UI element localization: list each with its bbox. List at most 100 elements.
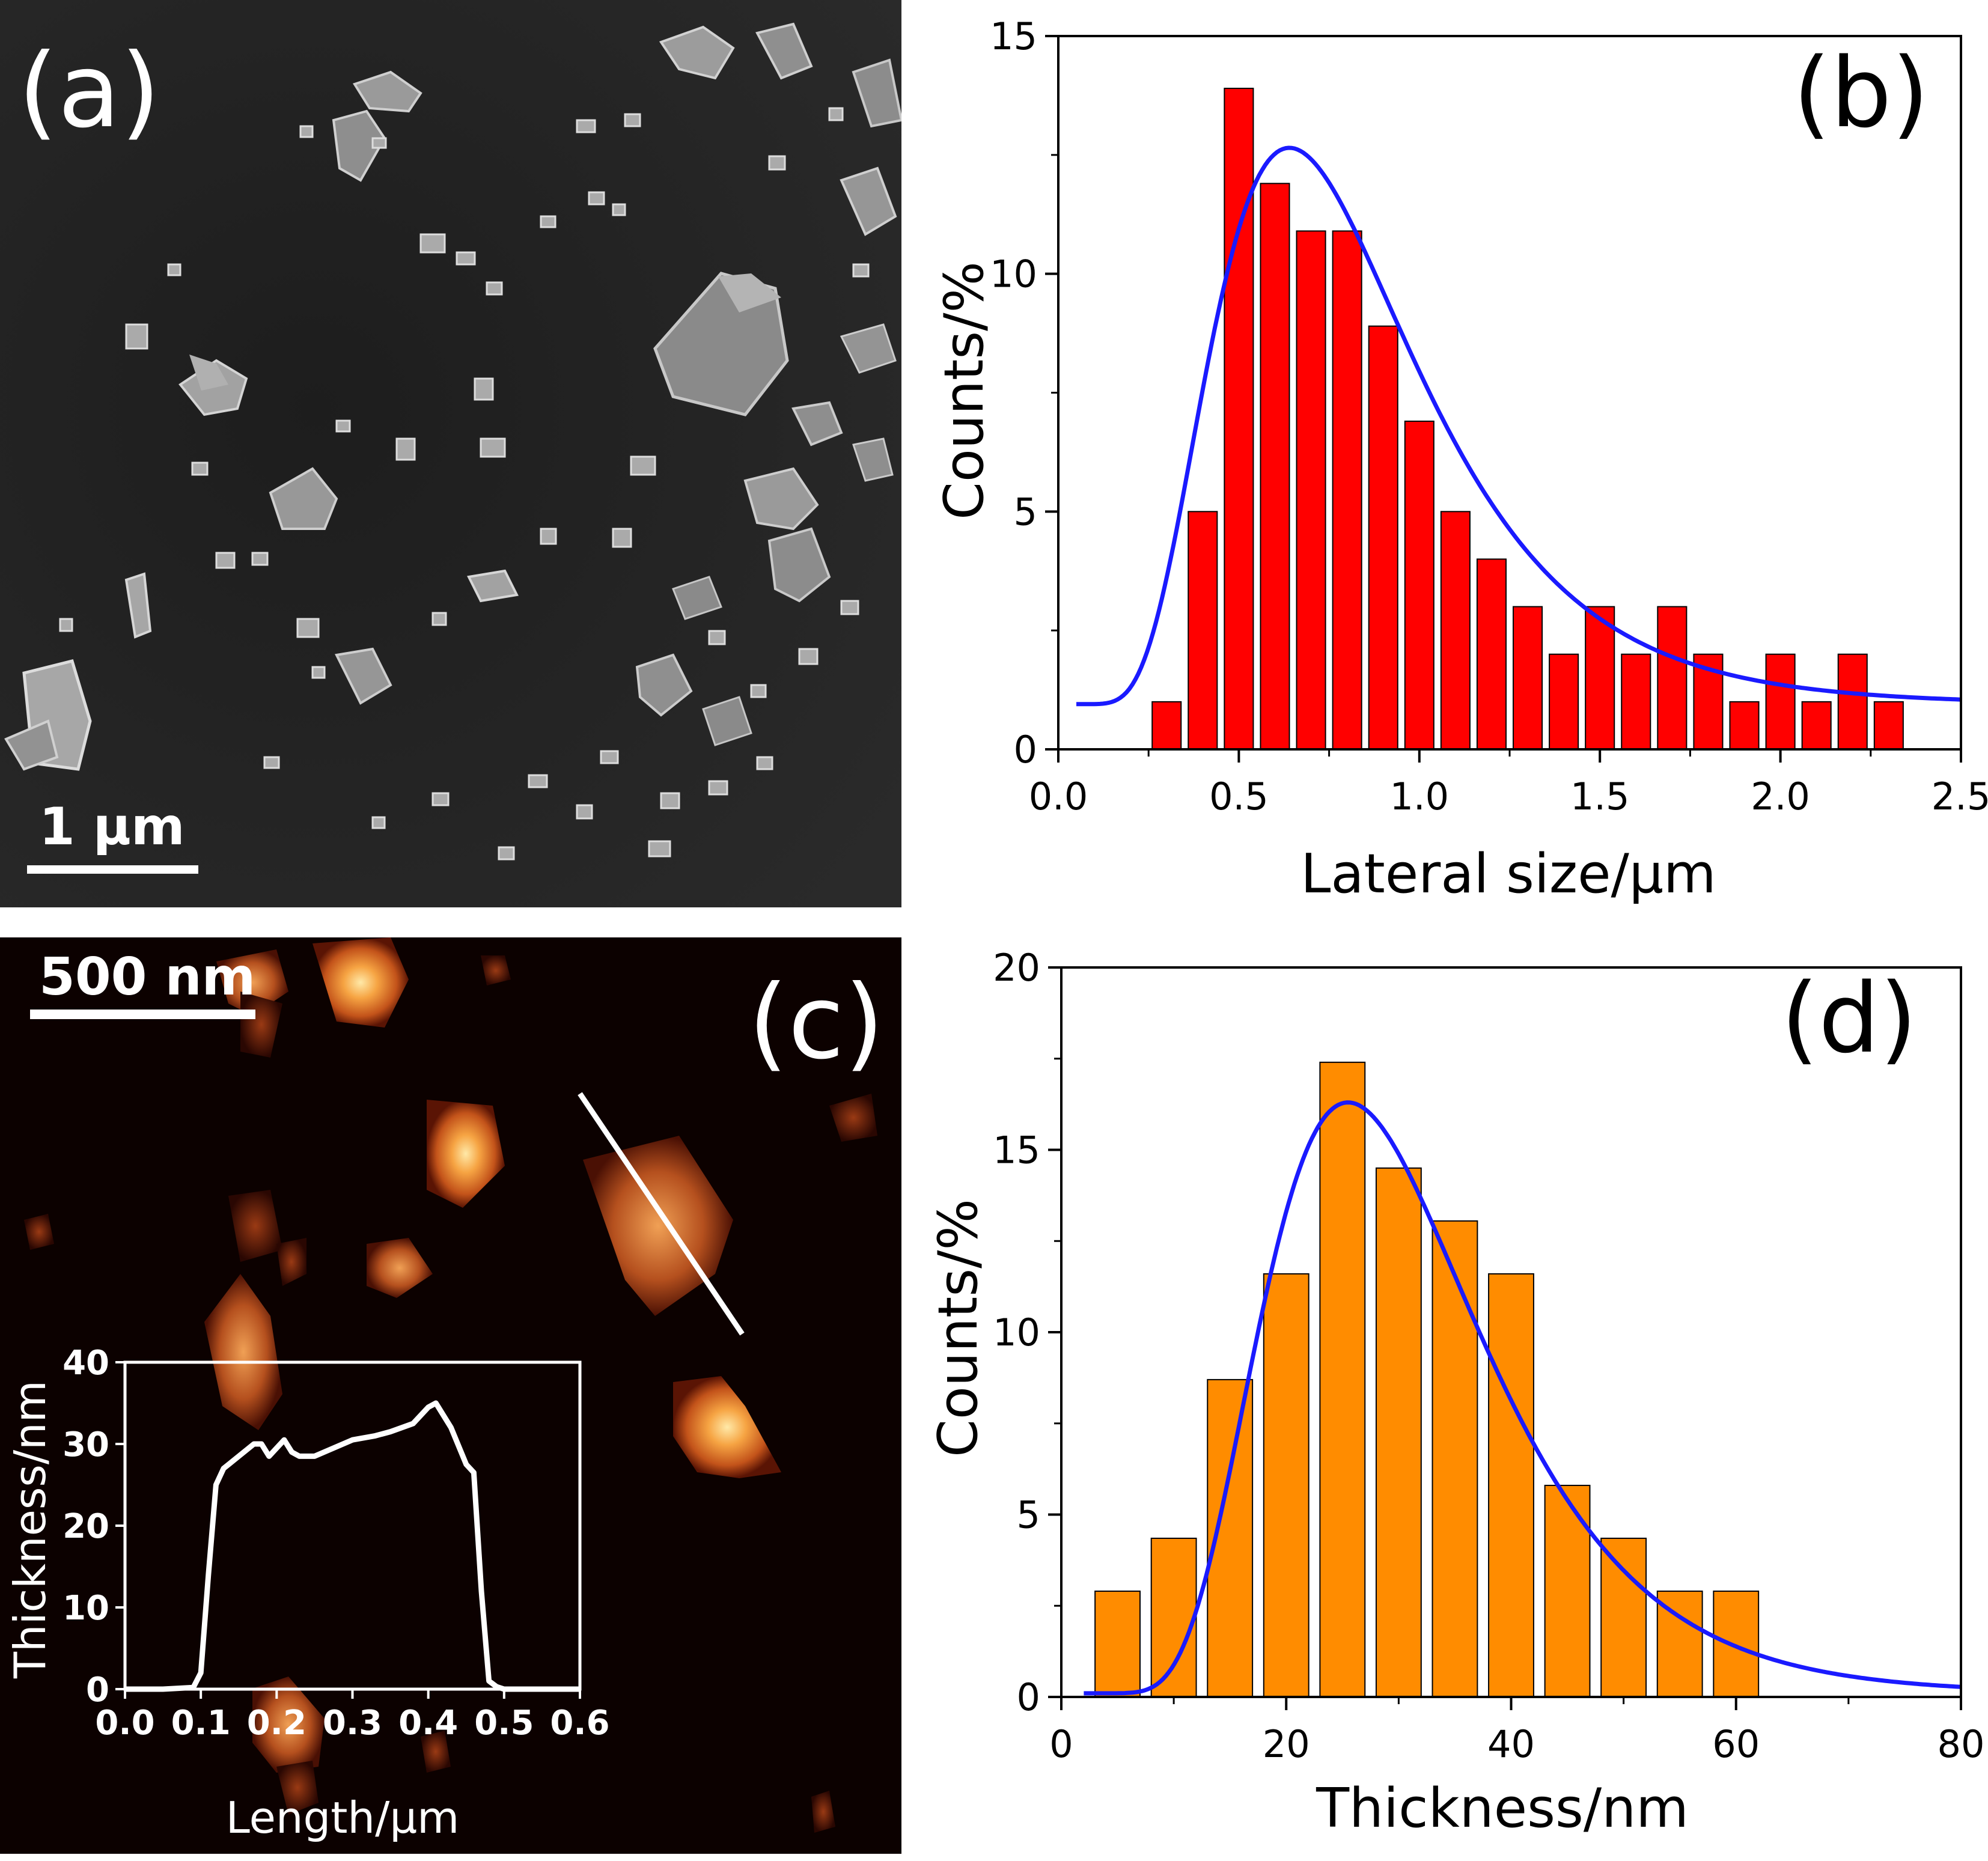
sem-small-flakes — [59, 107, 870, 860]
inset-ticks: 0.0 0.1 0.2 0.3 0.4 0.5 0.6 0 10 20 30 40 — [63, 1344, 610, 1743]
histogram-bar — [1713, 1590, 1760, 1698]
inset-x-tick-label: 0.1 — [171, 1704, 231, 1743]
afm-image-panel: (c) 500 nm 0.0 0.1 0.2 0.3 0.4 0.5 0.6 0 10 20 30 4… — [0, 937, 901, 1854]
histogram-bar — [1263, 1273, 1310, 1698]
scale-bar-label: 500 nm — [39, 947, 255, 1007]
histogram-bar — [1332, 230, 1362, 750]
histogram-bars — [1094, 1061, 1760, 1698]
histogram-bar — [1600, 1537, 1647, 1698]
inset-y-axis-label: Thickness/nm — [5, 1380, 55, 1679]
histogram-bar — [1188, 511, 1218, 750]
histogram-bar — [1513, 606, 1543, 750]
histogram-bar — [1375, 1167, 1422, 1698]
histogram-bar — [1729, 701, 1760, 751]
inset-x-tick-label: 0.3 — [323, 1704, 382, 1743]
histogram-bar — [1488, 1273, 1534, 1698]
afm-height-profile-inset: 0.0 0.1 0.2 0.3 0.4 0.5 0.6 0 10 20 30 40 Length/μm… — [5, 1344, 610, 1843]
histogram-bar — [1094, 1590, 1141, 1698]
x-tick-label: 80 — [1938, 1722, 1985, 1766]
inset-x-tick-label: 0.0 — [95, 1704, 154, 1743]
scale-bar-label: 1 μm — [39, 797, 185, 857]
histogram-bar — [1150, 1537, 1197, 1698]
scale-bar-line — [30, 1010, 255, 1019]
inset-x-axis-label: Length/μm — [226, 1792, 460, 1843]
afm-flakes — [24, 937, 877, 1833]
histogram-bar — [1585, 606, 1615, 750]
inset-y-tick-label: 0 — [86, 1671, 109, 1710]
y-axis-label: Counts/% — [933, 261, 996, 520]
inset-y-tick-label: 30 — [63, 1425, 109, 1464]
afm-profile-line — [578, 1092, 745, 1336]
panel-d-label: (d) — [1781, 962, 1917, 1074]
histogram-bar — [1368, 325, 1398, 750]
histogram-bar — [1765, 653, 1796, 750]
histogram-bar — [1621, 653, 1651, 750]
y-tick-label: 5 — [1014, 490, 1037, 534]
x-axis-label: Lateral size/μm — [1300, 842, 1716, 906]
histogram-bar — [1224, 88, 1254, 751]
lateral-size-histogram: 0.0 0.5 1.0 1.5 2.0 2.5 0 5 10 15 (b) Lateral siz… — [933, 14, 1988, 906]
y-tick-label: 15 — [990, 14, 1037, 58]
inset-y-tick-label: 40 — [63, 1344, 109, 1383]
histogram-bar — [1801, 701, 1832, 751]
scale-bar-line — [27, 865, 198, 874]
histogram-bar — [1837, 653, 1868, 750]
histogram-bar — [1151, 701, 1182, 751]
inset-y-tick-label: 10 — [63, 1589, 109, 1628]
thickness-histogram: 0 20 40 60 80 0 5 10 15 20 (d) Thickness/nm Count… — [927, 946, 1984, 1840]
panel-c-label: (c) — [748, 963, 884, 1082]
histogram-bar — [1319, 1061, 1366, 1698]
inset-x-tick-label: 0.6 — [550, 1704, 609, 1743]
inset-x-tick-label: 0.5 — [474, 1704, 534, 1743]
lognormal-fit-curve — [1084, 1100, 1962, 1696]
x-tick-label: 20 — [1263, 1722, 1310, 1766]
sem-flakes — [4, 22, 901, 771]
y-tick-label: 0 — [1017, 1675, 1040, 1719]
x-tick-label: 0.0 — [1029, 775, 1088, 818]
x-tick-label: 1.0 — [1389, 775, 1449, 818]
sem-image-panel: (a) 1 μm — [0, 0, 901, 907]
axis-ticks: 0 20 40 60 80 0 5 10 15 20 — [993, 946, 1984, 1766]
thickness-histogram-panel: 0 20 40 60 80 0 5 10 15 20 (d) Thickness/nm Count… — [901, 937, 1988, 1859]
inset-x-tick-label: 0.4 — [398, 1704, 458, 1743]
afm-scale-bar: 500 nm — [30, 947, 255, 1019]
panel-a-label: (a) — [18, 32, 160, 151]
histogram-bar — [1260, 183, 1290, 750]
histogram-bar — [1873, 701, 1904, 751]
histogram-bar — [1549, 653, 1579, 750]
x-tick-label: 1.5 — [1570, 775, 1630, 818]
histogram-bar — [1657, 606, 1688, 750]
histogram-bars — [1151, 88, 1904, 751]
x-tick-label: 2.0 — [1751, 775, 1810, 818]
y-tick-label: 10 — [993, 1311, 1040, 1354]
y-tick-label: 5 — [1017, 1493, 1040, 1537]
x-tick-label: 0.5 — [1209, 775, 1269, 818]
x-tick-label: 0 — [1049, 1722, 1073, 1766]
y-tick-label: 0 — [1014, 728, 1037, 772]
histogram-bar — [1296, 230, 1326, 750]
inset-x-tick-label: 0.2 — [247, 1704, 306, 1743]
histogram-bar — [1544, 1484, 1591, 1698]
y-tick-label: 20 — [993, 946, 1040, 990]
x-axis-label: Thickness/nm — [1316, 1777, 1689, 1840]
height-profile-line — [125, 1400, 580, 1692]
sem-label: (a) — [18, 32, 160, 151]
panel-b-label: (b) — [1793, 37, 1929, 149]
x-tick-label: 40 — [1487, 1722, 1535, 1766]
axis-ticks: 0.0 0.5 1.0 1.5 2.0 2.5 0 5 10 15 — [990, 14, 1988, 818]
x-tick-label: 2.5 — [1932, 775, 1988, 818]
lateral-size-histogram-panel: 0.0 0.5 1.0 1.5 2.0 2.5 0 5 10 15 (b) Lateral siz… — [901, 0, 1988, 937]
histogram-bar — [1476, 558, 1507, 750]
histogram-bar — [1432, 1220, 1478, 1698]
y-tick-label: 15 — [993, 1128, 1040, 1172]
afm-image: (c) 500 nm 0.0 0.1 0.2 0.3 0.4 0.5 0.6 0 10 20 30 4… — [0, 937, 901, 1854]
histogram-bar — [1440, 511, 1471, 750]
sem-scale-bar: 1 μm — [27, 797, 198, 874]
sem-image: (a) 1 μm — [0, 0, 901, 907]
x-tick-label: 60 — [1712, 1722, 1760, 1766]
inset-y-tick-label: 20 — [63, 1507, 109, 1546]
lognormal-fit-curve — [1076, 145, 1962, 707]
y-axis-label: Counts/% — [927, 1199, 990, 1457]
y-tick-label: 10 — [990, 252, 1037, 296]
afm-label: (c) — [748, 963, 884, 1082]
